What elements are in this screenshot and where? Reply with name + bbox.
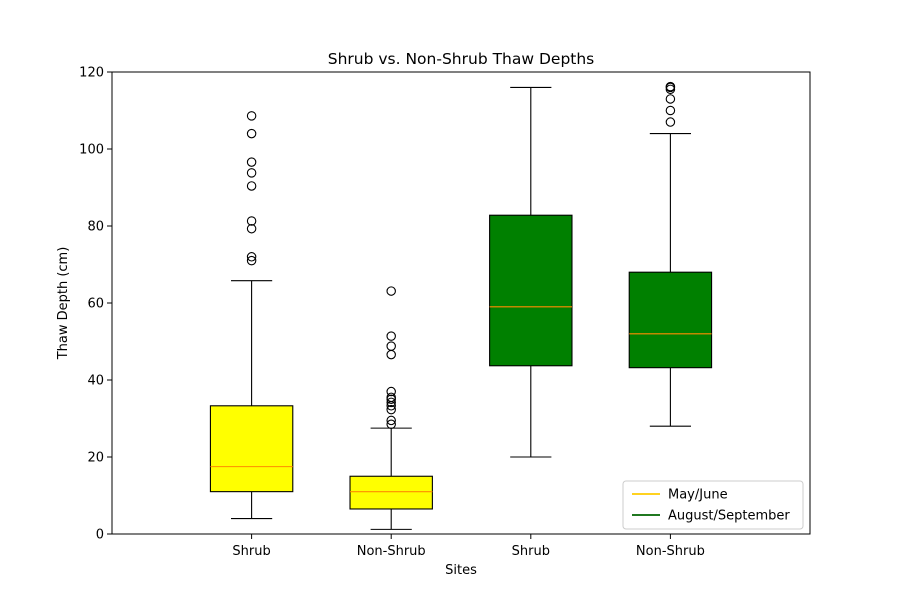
outlier-point [386, 349, 396, 360]
y-tick-label: 0 [96, 528, 104, 543]
outlier-point [386, 404, 396, 415]
outlier-point [665, 105, 676, 116]
y-tick-label: 20 [87, 451, 104, 466]
box-iqr [628, 271, 713, 369]
plot-area: 0 20 40 60 80 100 120 Shrub Non-Shrub Shrub Non-Sh… [79, 66, 811, 559]
x-axis-title: Sites [445, 563, 477, 578]
outlier-point [386, 386, 396, 397]
x-tick-label: Non-Shrub [636, 544, 705, 559]
outlier-point [386, 341, 396, 351]
box-iqr [349, 475, 433, 510]
outlier-point [665, 81, 676, 92]
legend-frame [622, 480, 804, 530]
legend: May/June August/September [622, 480, 804, 530]
outlier-point [246, 157, 257, 167]
outlier-point [246, 252, 257, 262]
chart-title: Shrub vs. Non-Shrub Thaw Depths [328, 50, 595, 68]
outlier-point [665, 117, 676, 127]
outlier-point [246, 181, 257, 191]
legend-label: May/June [668, 488, 728, 503]
outlier-point [665, 94, 676, 104]
outlier-point [386, 415, 396, 426]
y-tick-label: 40 [87, 374, 104, 389]
y-axis-title: Thaw Depth (cm) [56, 247, 71, 361]
box-group-2 [349, 286, 433, 530]
outlier-point [246, 128, 257, 139]
legend-label: August/September [668, 509, 790, 524]
x-tick-label: Shrub [512, 544, 550, 559]
outlier-point [246, 223, 257, 234]
outlier-point [386, 392, 396, 403]
outlier-point [386, 331, 396, 341]
y-tick-label: 80 [87, 220, 104, 235]
y-tick-label: 100 [79, 143, 104, 158]
box-group-3 [489, 86, 573, 458]
y-tick-label: 60 [87, 297, 104, 312]
y-tick-label: 120 [79, 66, 104, 81]
outlier-point [246, 255, 257, 266]
outlier-point [246, 216, 257, 226]
outlier-point [386, 397, 396, 408]
outlier-point [386, 286, 396, 296]
box-group-4 [628, 81, 713, 427]
x-tick-label: Non-Shrub [357, 544, 426, 559]
box-iqr [209, 405, 294, 493]
outlier-point [246, 111, 257, 121]
x-tick-label: Shrub [232, 544, 270, 559]
box-iqr [489, 214, 573, 367]
outlier-point [246, 168, 257, 178]
outlier-point [386, 419, 396, 430]
box-group-1 [209, 111, 294, 520]
